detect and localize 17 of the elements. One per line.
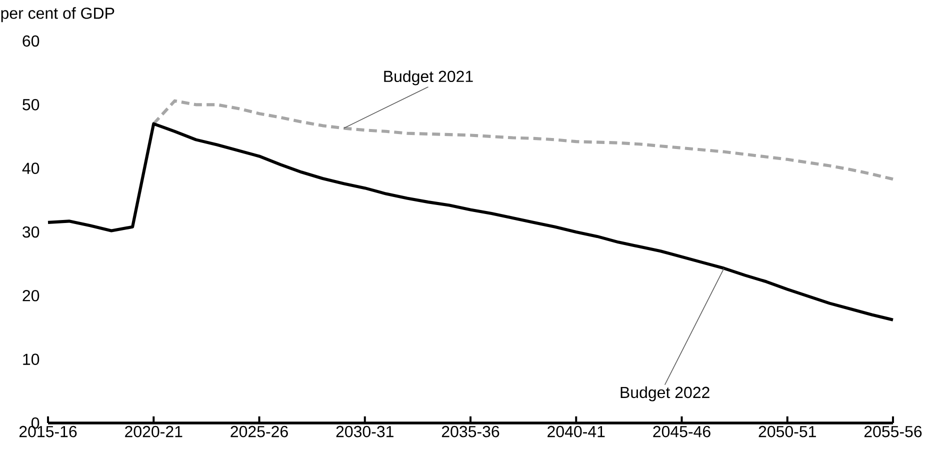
x-tick-label: 2050-51 xyxy=(758,426,816,438)
y-tick-label: 20 xyxy=(22,290,40,302)
x-tick-label: 2020-21 xyxy=(125,426,182,438)
x-tick-label: 2055-56 xyxy=(864,426,922,438)
x-tick-label: 2025-26 xyxy=(230,426,288,438)
x-tick-label: 2035-36 xyxy=(442,426,500,438)
y-tick-label: 40 xyxy=(22,162,40,174)
y-tick-label: 60 xyxy=(22,35,40,47)
x-tick-label: 2040-41 xyxy=(548,426,605,438)
text: Budget 2021 xyxy=(384,70,473,86)
x-tick-label: 2045-46 xyxy=(653,426,710,438)
text: Budget 2022 xyxy=(620,386,710,402)
y-tick-label: 50 xyxy=(22,99,40,110)
y-axis-title: per cent of GDP xyxy=(1,7,114,22)
y-tick-label: 10 xyxy=(23,354,40,365)
x-tick-label: 2030-31 xyxy=(336,426,394,438)
y-tick-label: 30 xyxy=(22,226,40,238)
